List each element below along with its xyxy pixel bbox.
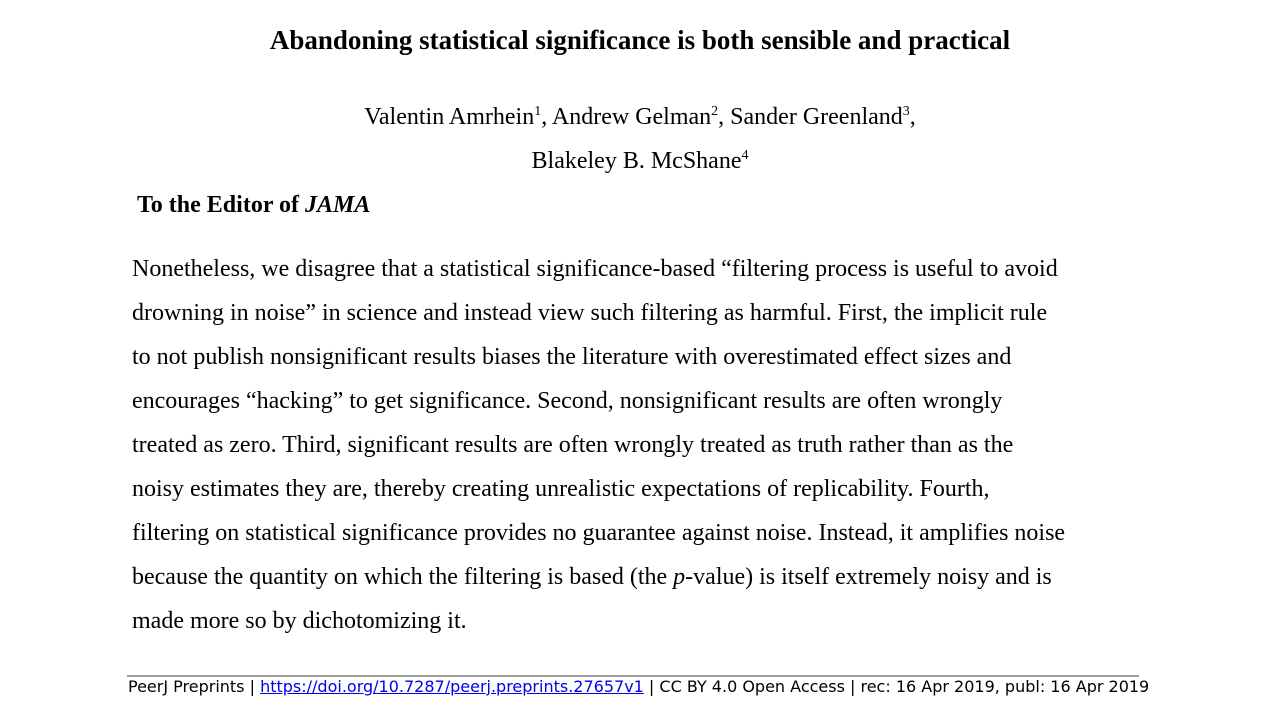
body-line: to not publish nonsignificant results bi… xyxy=(132,344,1012,370)
body-line: filtering on statistical significance pr… xyxy=(132,520,1066,546)
author-affiliation: 4 xyxy=(741,148,749,163)
body-line: treated as zero. Third, significant resu… xyxy=(132,432,1014,458)
salutation: To the Editor of JAMA xyxy=(137,189,370,221)
author-line-1: Valentin Amrhein1, Andrew Gelman2, Sande… xyxy=(0,101,1280,133)
author-affiliation: 1 xyxy=(534,104,542,119)
author-affiliation: 2 xyxy=(711,104,719,119)
doi-link[interactable]: https://doi.org/10.7287/peerj.preprints.… xyxy=(260,677,644,696)
body-text-segment: -value) is itself extremely noisy and is xyxy=(685,564,1052,590)
author-name: Valentin Amrhein xyxy=(364,104,535,130)
body-text-segment: because the quantity on which the filter… xyxy=(132,564,674,590)
author-separator: , xyxy=(541,104,552,130)
author-separator: , xyxy=(909,104,916,130)
footer-prefix: PeerJ Preprints | xyxy=(128,677,261,696)
body-line: made more so by dichotomizing it. xyxy=(132,608,467,634)
body-line: drowning in noise” in science and instea… xyxy=(132,300,1048,326)
footer-divider xyxy=(127,675,1139,677)
footer: PeerJ Preprints | https://doi.org/10.728… xyxy=(128,676,1149,698)
author-name: Blakeley B. McShane xyxy=(531,148,742,174)
author-name: Sander Greenland xyxy=(730,104,903,130)
journal-name: JAMA xyxy=(305,192,371,218)
author-affiliation: 3 xyxy=(902,104,910,119)
author-name: Andrew Gelman xyxy=(551,104,712,130)
p-value-symbol: p xyxy=(673,564,686,590)
author-line-2: Blakeley B. McShane4 xyxy=(0,145,1280,177)
footer-suffix: | CC BY 4.0 Open Access | rec: 16 Apr 20… xyxy=(643,677,1150,696)
body-line: because the quantity on which the filter… xyxy=(132,555,1142,599)
author-separator: , xyxy=(718,104,731,130)
body-line: Nonetheless, we disagree that a statisti… xyxy=(132,256,1058,282)
body-line: encourages “hacking” to get significance… xyxy=(132,388,1003,414)
paper-title: Abandoning statistical significance is b… xyxy=(269,25,1011,55)
salutation-prefix: To the Editor of xyxy=(137,192,306,218)
body-paragraph: Nonetheless, we disagree that a statisti… xyxy=(132,247,1142,643)
body-line: noisy estimates they are, thereby creati… xyxy=(132,476,990,502)
